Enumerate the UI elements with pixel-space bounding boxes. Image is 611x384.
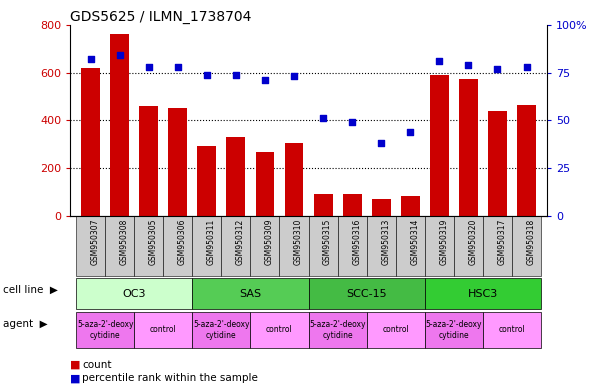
Text: control: control <box>150 325 177 334</box>
Bar <box>512 215 541 276</box>
Bar <box>139 106 158 215</box>
Point <box>231 71 241 78</box>
Text: 5-aza-2'-deoxy
cytidine: 5-aza-2'-deoxy cytidine <box>309 320 366 339</box>
Bar <box>105 215 134 276</box>
Text: GSM950317: GSM950317 <box>497 218 507 265</box>
Text: control: control <box>266 325 293 334</box>
Bar <box>454 215 483 276</box>
Text: GSM950319: GSM950319 <box>439 218 448 265</box>
Bar <box>192 311 251 348</box>
Bar <box>81 68 100 215</box>
Bar <box>367 215 396 276</box>
Point <box>492 66 502 72</box>
Text: ■: ■ <box>70 360 81 370</box>
Text: GSM950307: GSM950307 <box>90 218 100 265</box>
Bar <box>309 311 367 348</box>
Bar <box>483 311 541 348</box>
Text: GSM950313: GSM950313 <box>381 218 390 265</box>
Bar <box>221 215 251 276</box>
Bar <box>110 35 129 215</box>
Text: GSM950316: GSM950316 <box>352 218 361 265</box>
Text: GSM950311: GSM950311 <box>207 218 216 265</box>
Text: HSC3: HSC3 <box>468 288 498 298</box>
Text: GDS5625 / ILMN_1738704: GDS5625 / ILMN_1738704 <box>70 10 252 24</box>
Bar <box>425 215 454 276</box>
Point <box>318 115 328 121</box>
Text: GSM950314: GSM950314 <box>410 218 419 265</box>
Point <box>434 58 444 64</box>
Bar <box>343 194 362 215</box>
Text: GSM950309: GSM950309 <box>265 218 274 265</box>
Bar <box>251 215 279 276</box>
Bar <box>396 215 425 276</box>
Point <box>260 77 270 83</box>
Text: GSM950320: GSM950320 <box>469 218 477 265</box>
Bar <box>197 146 216 215</box>
Point <box>347 119 357 125</box>
Bar <box>338 215 367 276</box>
Bar <box>309 278 425 309</box>
Text: cell line  ▶: cell line ▶ <box>3 285 58 295</box>
Bar <box>483 215 512 276</box>
Text: percentile rank within the sample: percentile rank within the sample <box>82 373 258 383</box>
Bar <box>76 215 105 276</box>
Text: agent  ▶: agent ▶ <box>3 319 48 329</box>
Text: control: control <box>382 325 409 334</box>
Point <box>86 56 95 62</box>
Text: GSM950306: GSM950306 <box>178 218 187 265</box>
Text: control: control <box>499 325 525 334</box>
Bar <box>192 215 221 276</box>
Bar <box>285 143 304 215</box>
Point <box>376 140 386 146</box>
Point <box>289 73 299 79</box>
Bar <box>425 278 541 309</box>
Bar <box>488 111 507 215</box>
Bar <box>517 105 536 215</box>
Bar <box>76 278 192 309</box>
Text: ■: ■ <box>70 373 81 383</box>
Bar <box>309 215 338 276</box>
Point <box>202 71 212 78</box>
Point <box>115 52 125 58</box>
Bar <box>313 194 332 215</box>
Point <box>144 64 153 70</box>
Point <box>173 64 183 70</box>
Bar <box>255 152 274 215</box>
Point <box>405 129 415 135</box>
Bar <box>163 215 192 276</box>
Bar <box>371 199 390 215</box>
Text: GSM950315: GSM950315 <box>323 218 332 265</box>
Bar <box>251 311 309 348</box>
Text: 5-aza-2'-deoxy
cytidine: 5-aza-2'-deoxy cytidine <box>77 320 133 339</box>
Point <box>522 64 532 70</box>
Bar <box>425 311 483 348</box>
Bar <box>169 108 187 215</box>
Bar <box>367 311 425 348</box>
Text: GSM950308: GSM950308 <box>120 218 129 265</box>
Bar <box>279 215 309 276</box>
Bar <box>134 215 163 276</box>
Text: OC3: OC3 <box>122 288 146 298</box>
Text: SAS: SAS <box>240 288 262 298</box>
Bar <box>134 311 192 348</box>
Text: GSM950310: GSM950310 <box>294 218 303 265</box>
Text: count: count <box>82 360 112 370</box>
Text: GSM950305: GSM950305 <box>148 218 158 265</box>
Bar <box>430 75 448 215</box>
Text: 5-aza-2'-deoxy
cytidine: 5-aza-2'-deoxy cytidine <box>193 320 250 339</box>
Text: 5-aza-2'-deoxy
cytidine: 5-aza-2'-deoxy cytidine <box>426 320 482 339</box>
Text: GSM950312: GSM950312 <box>236 218 245 265</box>
Bar <box>401 197 420 215</box>
Bar <box>227 137 246 215</box>
Point <box>464 62 474 68</box>
Bar <box>192 278 309 309</box>
Text: GSM950318: GSM950318 <box>527 218 535 265</box>
Bar <box>76 311 134 348</box>
Bar <box>459 79 478 215</box>
Text: SCC-15: SCC-15 <box>346 288 387 298</box>
